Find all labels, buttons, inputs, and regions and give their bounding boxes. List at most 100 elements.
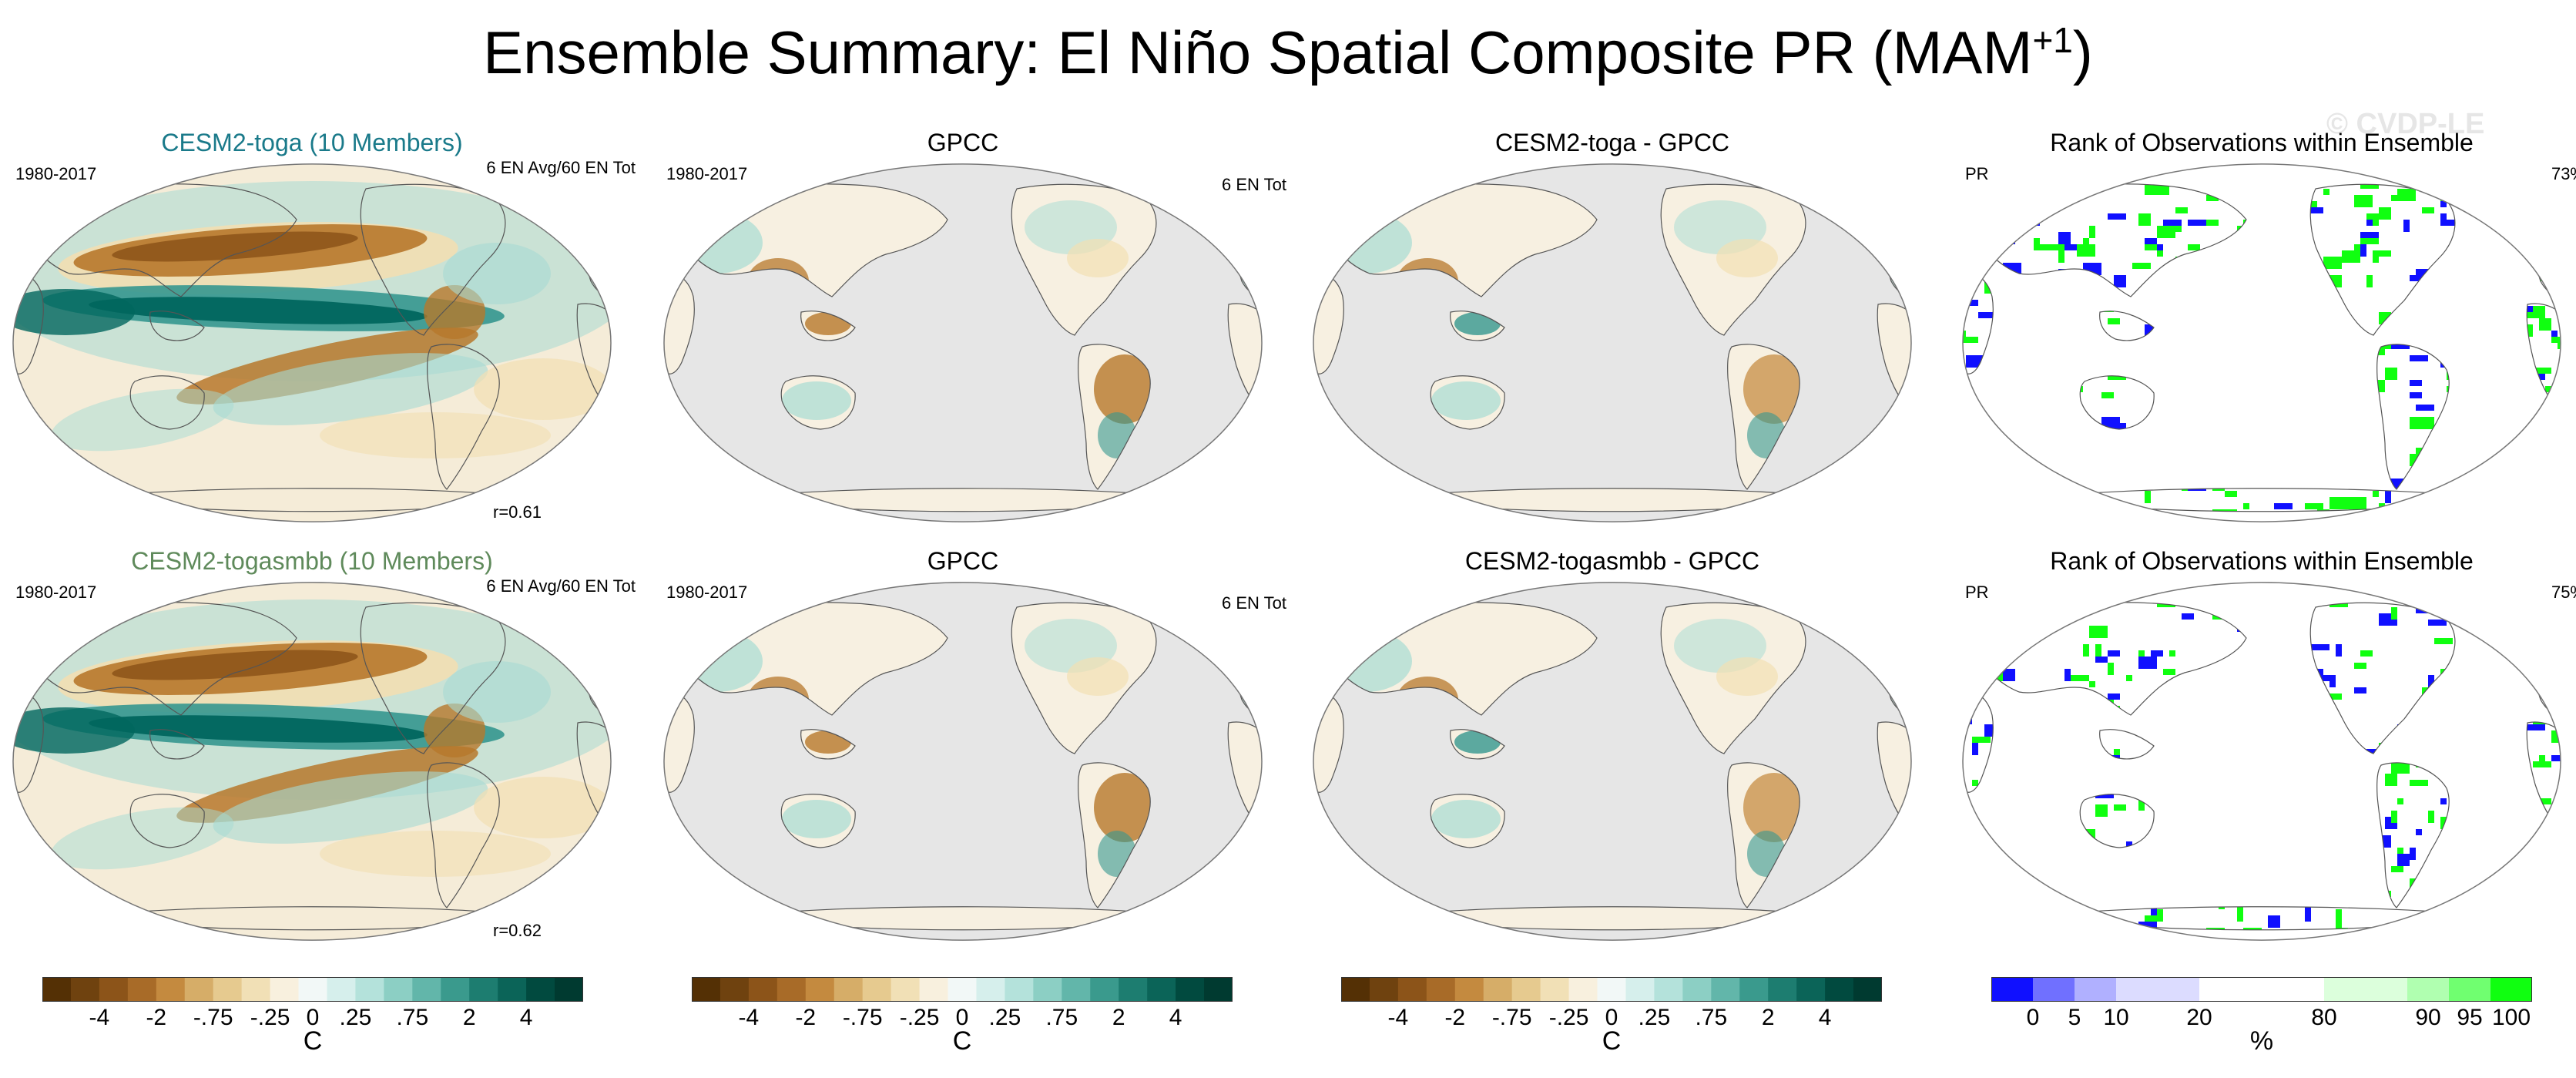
colorbar-swatch bbox=[384, 977, 413, 1002]
colorbar-swatch bbox=[1625, 977, 1655, 1002]
colorbar-tick-label: 100 bbox=[2491, 1005, 2531, 1030]
map-ellipse bbox=[1962, 163, 2561, 522]
colorbar-swatch bbox=[241, 977, 271, 1002]
colorbar-anomaly: -4 -2 -.75 -.25 0 .25 .75 2 4 C bbox=[42, 977, 583, 1056]
colorbar-tick-label: -2 bbox=[795, 1005, 817, 1030]
colorbar-swatch bbox=[692, 977, 721, 1002]
colorbar-swatch bbox=[1991, 977, 2034, 1002]
colorbar-swatch bbox=[1483, 977, 1513, 1002]
panel-title: Rank of Observations within Ensemble bbox=[2050, 547, 2474, 575]
colorbar-tick-label: -2 bbox=[1444, 1005, 1466, 1030]
colorbar-tick-label: -4 bbox=[89, 1005, 110, 1030]
colorbar-swatch bbox=[270, 977, 300, 1002]
colorbar-tick-label: 5 bbox=[2068, 1005, 2081, 1030]
colorbar-swatch bbox=[2241, 977, 2283, 1002]
panel-rank-togasmbb: Rank of Observations within Ensemble PR … bbox=[1954, 546, 2576, 941]
colorbar-swatch bbox=[99, 977, 129, 1002]
colorbar-tick-label: 80 bbox=[2311, 1005, 2337, 1030]
panel-title: Rank of Observations within Ensemble bbox=[2050, 129, 2474, 156]
colorbar-swatch bbox=[2116, 977, 2158, 1002]
panel-title: GPCC bbox=[927, 547, 999, 575]
panel-title: CESM2-toga (10 Members) bbox=[161, 129, 463, 156]
colorbar-swatch bbox=[355, 977, 384, 1002]
colorbar-swatch bbox=[719, 977, 750, 1002]
colorbar-tick-label: -.75 bbox=[193, 1005, 233, 1030]
colorbar-tick-label: 90 bbox=[2415, 1005, 2441, 1030]
colorbar-swatch bbox=[748, 977, 778, 1002]
colorbar-swatch bbox=[1397, 977, 1427, 1002]
colorbar-tick-label: 10 bbox=[2103, 1005, 2129, 1030]
colorbar-tick-label: 4 bbox=[519, 1005, 533, 1030]
colorbar-swatch bbox=[498, 977, 527, 1002]
colorbar-tick-label: -4 bbox=[1387, 1005, 1409, 1030]
panel-title: CESM2-togasmbb (10 Members) bbox=[131, 547, 493, 575]
period-label: 1980-2017 bbox=[15, 164, 97, 183]
events-label: 6 EN Tot bbox=[1222, 175, 1286, 194]
map-ellipse bbox=[12, 582, 612, 941]
colorbar-swatch bbox=[2199, 977, 2242, 1002]
colorbar-swatch bbox=[184, 977, 214, 1002]
colorbar-swatch bbox=[1825, 977, 1854, 1002]
colorbar-swatch bbox=[805, 977, 835, 1002]
map-ellipse bbox=[12, 163, 612, 522]
colorbar-swatch bbox=[1853, 977, 1882, 1002]
colorbar-swatch bbox=[1176, 977, 1205, 1002]
colorbar-tick-label: -4 bbox=[738, 1005, 760, 1030]
colorbar-swatch bbox=[1147, 977, 1176, 1002]
correlation-label: r=0.62 bbox=[493, 921, 542, 940]
colorbar-swatch bbox=[1062, 977, 1091, 1002]
colorbar-tick-label: 95 bbox=[2457, 1005, 2483, 1030]
colorbar-swatch bbox=[862, 977, 892, 1002]
colorbar-swatch bbox=[776, 977, 807, 1002]
colorbar-tick-label: 4 bbox=[1818, 1005, 1832, 1030]
colorbar-tick-label: 0 bbox=[306, 1005, 320, 1030]
events-label: 6 EN Tot bbox=[1222, 593, 1286, 613]
panel-cesm2-toga: CESM2-toga (10 Members) 1980-2017 6 EN A… bbox=[4, 127, 636, 522]
colorbar-unit: C bbox=[1602, 1026, 1622, 1056]
colorbar-swatch bbox=[2490, 977, 2532, 1002]
colorbar-swatch bbox=[1511, 977, 1541, 1002]
map-ellipse bbox=[1313, 582, 1912, 941]
colorbar-swatch bbox=[2449, 977, 2491, 1002]
figure-title: Ensemble Summary: El Niño Spatial Compos… bbox=[483, 18, 2093, 86]
colorbar-tick-label: -.25 bbox=[1548, 1005, 1589, 1030]
colorbar-swatch bbox=[948, 977, 977, 1002]
colorbar-tick-label: -.25 bbox=[899, 1005, 940, 1030]
colorbar-swatch bbox=[327, 977, 356, 1002]
colorbar-tick-label: -.25 bbox=[250, 1005, 290, 1030]
colorbar-anomaly: -4 -2 -.75 -.25 0 .25 .75 2 4 C bbox=[692, 977, 1233, 1056]
colorbar-swatch bbox=[2407, 977, 2450, 1002]
panel-cesm2-togasmbb: CESM2-togasmbb (10 Members) 1980-2017 6 … bbox=[4, 546, 636, 941]
colorbar-swatch bbox=[127, 977, 157, 1002]
colorbar-swatch bbox=[834, 977, 864, 1002]
colorbar-tick-label: 2 bbox=[1112, 1005, 1125, 1030]
map-ellipse bbox=[663, 582, 1263, 941]
period-label: 1980-2017 bbox=[15, 583, 97, 602]
colorbar-swatches bbox=[1341, 977, 1882, 1002]
colorbar-swatch bbox=[1204, 977, 1233, 1002]
colorbar-swatch bbox=[1768, 977, 1797, 1002]
colorbar-tick-label: .75 bbox=[396, 1005, 429, 1030]
colorbar-swatch bbox=[1739, 977, 1769, 1002]
colorbar-tick-label: -2 bbox=[146, 1005, 167, 1030]
colorbar-tick-label: .25 bbox=[339, 1005, 372, 1030]
colorbar-swatch bbox=[2158, 977, 2200, 1002]
colorbar-swatch bbox=[1426, 977, 1456, 1002]
variable-label: PR bbox=[1965, 583, 1989, 602]
colorbar-swatch bbox=[2283, 977, 2325, 1002]
colorbar-swatches bbox=[1991, 977, 2532, 1002]
colorbar-swatch bbox=[2075, 977, 2117, 1002]
colorbar-swatch bbox=[213, 977, 243, 1002]
colorbar-swatch bbox=[1454, 977, 1484, 1002]
colorbar-swatch bbox=[1119, 977, 1148, 1002]
colorbar-swatch bbox=[2324, 977, 2366, 1002]
colorbar-tick-label: 20 bbox=[2186, 1005, 2212, 1030]
colorbar-swatch bbox=[1711, 977, 1740, 1002]
panel-gpcc: GPCC 1980-2017 6 EN Tot bbox=[655, 546, 1286, 941]
panel-title: CESM2-togasmbb - GPCC bbox=[1464, 547, 1760, 575]
panel-gpcc: GPCC 1980-2017 6 EN Tot bbox=[655, 127, 1286, 522]
colorbar-tick-label: .75 bbox=[1695, 1005, 1728, 1030]
colorbar-anomaly: -4 -2 -.75 -.25 0 .25 .75 2 4 C bbox=[1341, 977, 1882, 1056]
colorbar-swatch bbox=[2033, 977, 2075, 1002]
colorbar-swatch bbox=[42, 977, 72, 1002]
